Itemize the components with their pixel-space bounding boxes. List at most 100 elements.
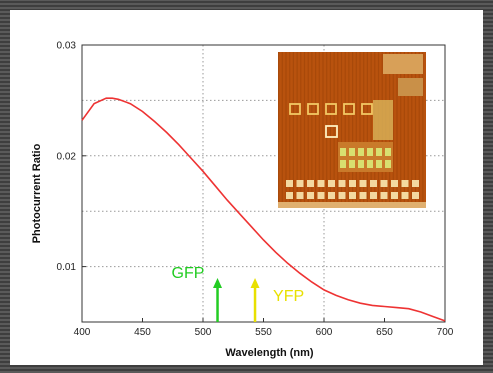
chip-micrograph-inset — [278, 52, 426, 208]
micrograph-pad — [286, 192, 293, 199]
yfp-marker: YFP — [250, 278, 304, 322]
micrograph-stripe — [289, 52, 291, 208]
micrograph-block — [373, 100, 393, 140]
gfp-marker: GFP — [172, 265, 223, 322]
micrograph-pad — [343, 103, 355, 115]
yfp-arrow-head — [250, 278, 260, 288]
micrograph-cell — [358, 148, 364, 156]
micrograph-stripe — [292, 52, 294, 208]
micrograph-pad — [401, 180, 409, 187]
micrograph-stripe — [303, 52, 306, 208]
micrograph-stripe — [296, 52, 298, 208]
micrograph-stripe — [318, 52, 320, 208]
micrograph-pad — [349, 192, 356, 199]
micrograph-pad — [317, 180, 325, 187]
micrograph-pad — [380, 180, 388, 187]
photocurrent-curve — [81, 97, 446, 322]
y-tick-label: 0.01 — [57, 262, 77, 273]
micrograph-pad — [325, 103, 337, 115]
y-tick-label: 0.02 — [57, 151, 77, 162]
micrograph-stripe — [414, 52, 417, 208]
gfp-label: GFP — [172, 265, 205, 282]
micrograph-pad — [328, 192, 335, 199]
micrograph-block — [383, 54, 423, 74]
micrograph-cell — [340, 148, 346, 156]
micrograph-stripe — [366, 52, 368, 208]
micrograph-cell — [340, 160, 346, 168]
grid-lines — [82, 45, 445, 322]
micrograph-stripe — [333, 52, 335, 208]
micrograph-pad — [412, 180, 419, 187]
micrograph-pad — [328, 180, 335, 187]
micrograph-stripe — [329, 52, 331, 208]
micrograph-stripe — [322, 52, 324, 208]
micrograph-stripe — [392, 52, 394, 208]
tick-labels: 400 450 500 550 600 650 700 0.01 0.02 0.03 — [57, 41, 454, 339]
micrograph-stripe — [418, 52, 420, 208]
micrograph-stripe — [422, 52, 424, 208]
micrograph-stripe — [281, 52, 283, 208]
micrograph-pad — [349, 180, 356, 187]
micrograph-pad — [296, 192, 304, 199]
micrograph-pad — [307, 103, 319, 115]
micrograph-pad — [289, 103, 301, 115]
micrograph-pad — [370, 180, 377, 187]
micrograph-cell — [376, 160, 382, 168]
x-tick-label: 450 — [134, 327, 151, 338]
x-tick-label: 550 — [255, 327, 272, 338]
micrograph-stripe — [285, 52, 287, 208]
micrograph-stripe — [315, 52, 317, 208]
x-tick-label: 600 — [316, 327, 333, 338]
micrograph-stripe — [355, 52, 357, 208]
micrograph-pad — [412, 192, 419, 199]
micrograph-stripe — [396, 52, 398, 208]
micrograph-pad — [338, 180, 346, 187]
micrograph-pad — [401, 192, 409, 199]
micrograph-block — [398, 78, 423, 96]
micrograph-cell — [349, 148, 355, 156]
micrograph-stripe — [400, 52, 402, 208]
micrograph-cell — [376, 148, 382, 156]
micrograph-pad — [338, 192, 346, 199]
plot-axes — [81, 44, 446, 323]
micrograph-stripe — [344, 52, 346, 208]
micrograph-pad — [391, 192, 398, 199]
micrograph-pad — [296, 180, 304, 187]
micrograph-cell — [385, 160, 391, 168]
micrograph-cell — [349, 160, 355, 168]
x-axis-title: Wavelength (nm) — [225, 347, 314, 359]
micrograph-pad — [325, 125, 338, 138]
micrograph-cell — [358, 160, 364, 168]
micrograph-pad — [307, 180, 314, 187]
micrograph-stripe — [403, 52, 405, 208]
micrograph-pad — [391, 180, 398, 187]
micrograph-stripe — [311, 52, 313, 208]
micrograph-stripe — [352, 52, 354, 208]
micrograph-stripe — [278, 52, 280, 208]
micrograph-stripe — [407, 52, 409, 208]
micrograph-pad — [286, 180, 293, 187]
wavelength-markers: GFP YFP — [172, 265, 304, 322]
micrograph-pad — [307, 192, 314, 199]
micrograph-edge — [278, 202, 426, 208]
micrograph-pad — [317, 192, 325, 199]
micrograph-block — [338, 142, 393, 172]
micrograph-stripe — [340, 52, 343, 208]
micrograph-cell — [367, 148, 373, 156]
micrograph-cell — [367, 160, 373, 168]
y-axis-title: Photocurrent Ratio — [31, 143, 43, 243]
x-tick-label: 650 — [376, 327, 393, 338]
x-tick-label: 700 — [437, 327, 454, 338]
micrograph-pad — [361, 103, 373, 115]
photocurrent-chart: 400 450 500 550 600 650 700 0.01 0.02 0.03 GFP YFP… — [31, 41, 454, 360]
gfp-arrow-head — [213, 278, 223, 288]
micrograph-stripe — [370, 52, 372, 208]
micrograph-stripe — [411, 52, 413, 208]
micrograph-pad — [380, 192, 388, 199]
micrograph-stripe — [348, 52, 350, 208]
micrograph-pad — [359, 180, 367, 187]
yfp-label: YFP — [273, 288, 304, 305]
micrograph-cell — [385, 148, 391, 156]
micrograph-stripe — [363, 52, 365, 208]
micrograph-stripe — [307, 52, 309, 208]
